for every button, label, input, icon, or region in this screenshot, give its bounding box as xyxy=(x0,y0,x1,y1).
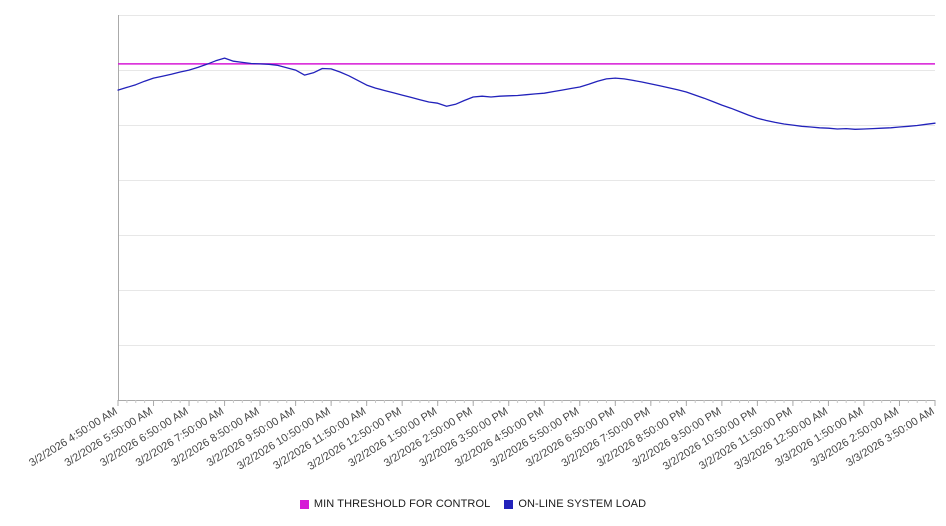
legend-label-threshold: MIN THRESHOLD FOR CONTROL xyxy=(313,498,491,510)
line-chart: 3/2/2026 4:50:00 AM3/2/2026 5:50:00 AM3/… xyxy=(27,15,937,473)
chart-legend: MIN THRESHOLD FOR CONTROL ON-LINE SYSTEM… xyxy=(0,498,946,510)
legend-swatch-threshold xyxy=(299,499,309,509)
legend-swatch-load xyxy=(504,499,514,509)
legend-item-min-threshold[interactable]: MIN THRESHOLD FOR CONTROL xyxy=(299,498,491,510)
legend-item-system-load[interactable]: ON-LINE SYSTEM LOAD xyxy=(504,498,646,510)
legend-label-load: ON-LINE SYSTEM LOAD xyxy=(518,498,647,510)
